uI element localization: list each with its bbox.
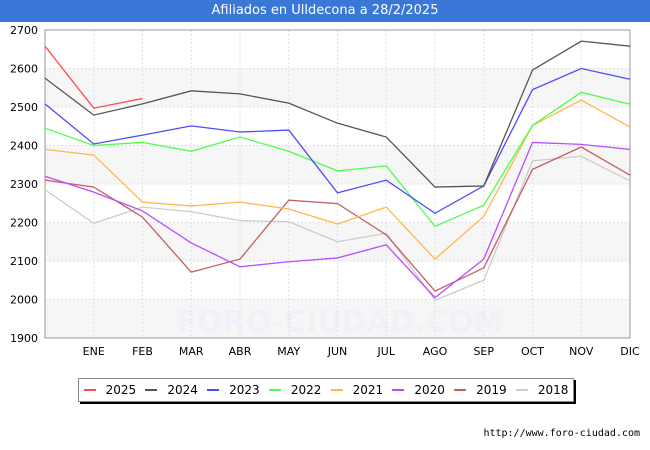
legend-label: 2022 bbox=[290, 383, 322, 397]
legend: 2025 2024 2023 2022 2021 2020 2019 2018 bbox=[78, 378, 574, 402]
legend-swatch bbox=[515, 389, 528, 391]
legend-swatch bbox=[268, 389, 281, 391]
legend-item-2019: 2019 bbox=[454, 383, 507, 397]
x-tick-label: OCT bbox=[521, 345, 544, 358]
legend-item-2021: 2021 bbox=[330, 383, 384, 397]
x-tick-label: MAY bbox=[277, 345, 300, 358]
legend-label: 2024 bbox=[167, 383, 198, 397]
x-tick-label: NOV bbox=[569, 345, 594, 358]
y-tick-label: 2700 bbox=[10, 24, 38, 37]
y-tick-label: 1900 bbox=[10, 332, 38, 345]
legend-swatch bbox=[454, 389, 467, 391]
legend-item-2025: 2025 bbox=[83, 383, 137, 397]
x-tick-label: JUL bbox=[377, 345, 396, 358]
legend-swatch bbox=[207, 389, 220, 391]
source-url: http://www.foro-ciudad.com bbox=[483, 428, 640, 439]
legend-swatch bbox=[330, 389, 343, 391]
plot-border bbox=[44, 29, 631, 339]
legend-label: 2019 bbox=[476, 383, 507, 397]
y-tick-label: 2400 bbox=[10, 140, 38, 153]
legend-swatch bbox=[83, 389, 96, 391]
series-line-2019 bbox=[44, 146, 631, 292]
legend-label: 2025 bbox=[105, 383, 137, 397]
legend-swatch bbox=[145, 389, 158, 391]
legend-label: 2020 bbox=[414, 383, 445, 397]
legend-swatch bbox=[392, 389, 405, 391]
y-tick-label: 2500 bbox=[10, 101, 38, 114]
legend-item-2022: 2022 bbox=[268, 383, 322, 397]
x-tick-label: JUN bbox=[327, 345, 348, 358]
y-tick-label: 2100 bbox=[10, 255, 38, 268]
legend-label: 2018 bbox=[537, 383, 569, 397]
legend-label: 2021 bbox=[352, 383, 384, 397]
series-line-2018 bbox=[44, 155, 631, 302]
legend-item-2024: 2024 bbox=[145, 383, 198, 397]
y-tick-label: 2300 bbox=[10, 178, 38, 191]
x-tick-label: FEB bbox=[132, 345, 153, 358]
series-line-2022 bbox=[44, 91, 631, 228]
series-line-2020 bbox=[44, 141, 631, 299]
series-line-2025 bbox=[44, 45, 143, 109]
legend-label: 2023 bbox=[229, 383, 260, 397]
y-tick-label: 2600 bbox=[10, 63, 38, 76]
legend-item-2020: 2020 bbox=[392, 383, 445, 397]
y-tick-label: 2000 bbox=[10, 294, 38, 307]
x-tick-label: ABR bbox=[229, 345, 252, 358]
series-line-2024 bbox=[44, 40, 631, 188]
x-tick-label: DIC bbox=[620, 345, 640, 358]
x-tick-label: MAR bbox=[179, 345, 204, 358]
legend-item-2018: 2018 bbox=[515, 383, 569, 397]
x-tick-label: ENE bbox=[83, 345, 105, 358]
x-tick-label: SEP bbox=[473, 345, 494, 358]
legend-item-2023: 2023 bbox=[207, 383, 260, 397]
watermark: FORO-CIUDAD.COM bbox=[177, 305, 504, 340]
chart-title: Afiliados en Ulldecona a 28/2/2025 bbox=[0, 0, 650, 22]
y-tick-label: 2200 bbox=[10, 217, 38, 230]
series-line-2023 bbox=[44, 67, 631, 215]
x-tick-label: AGO bbox=[423, 345, 448, 358]
